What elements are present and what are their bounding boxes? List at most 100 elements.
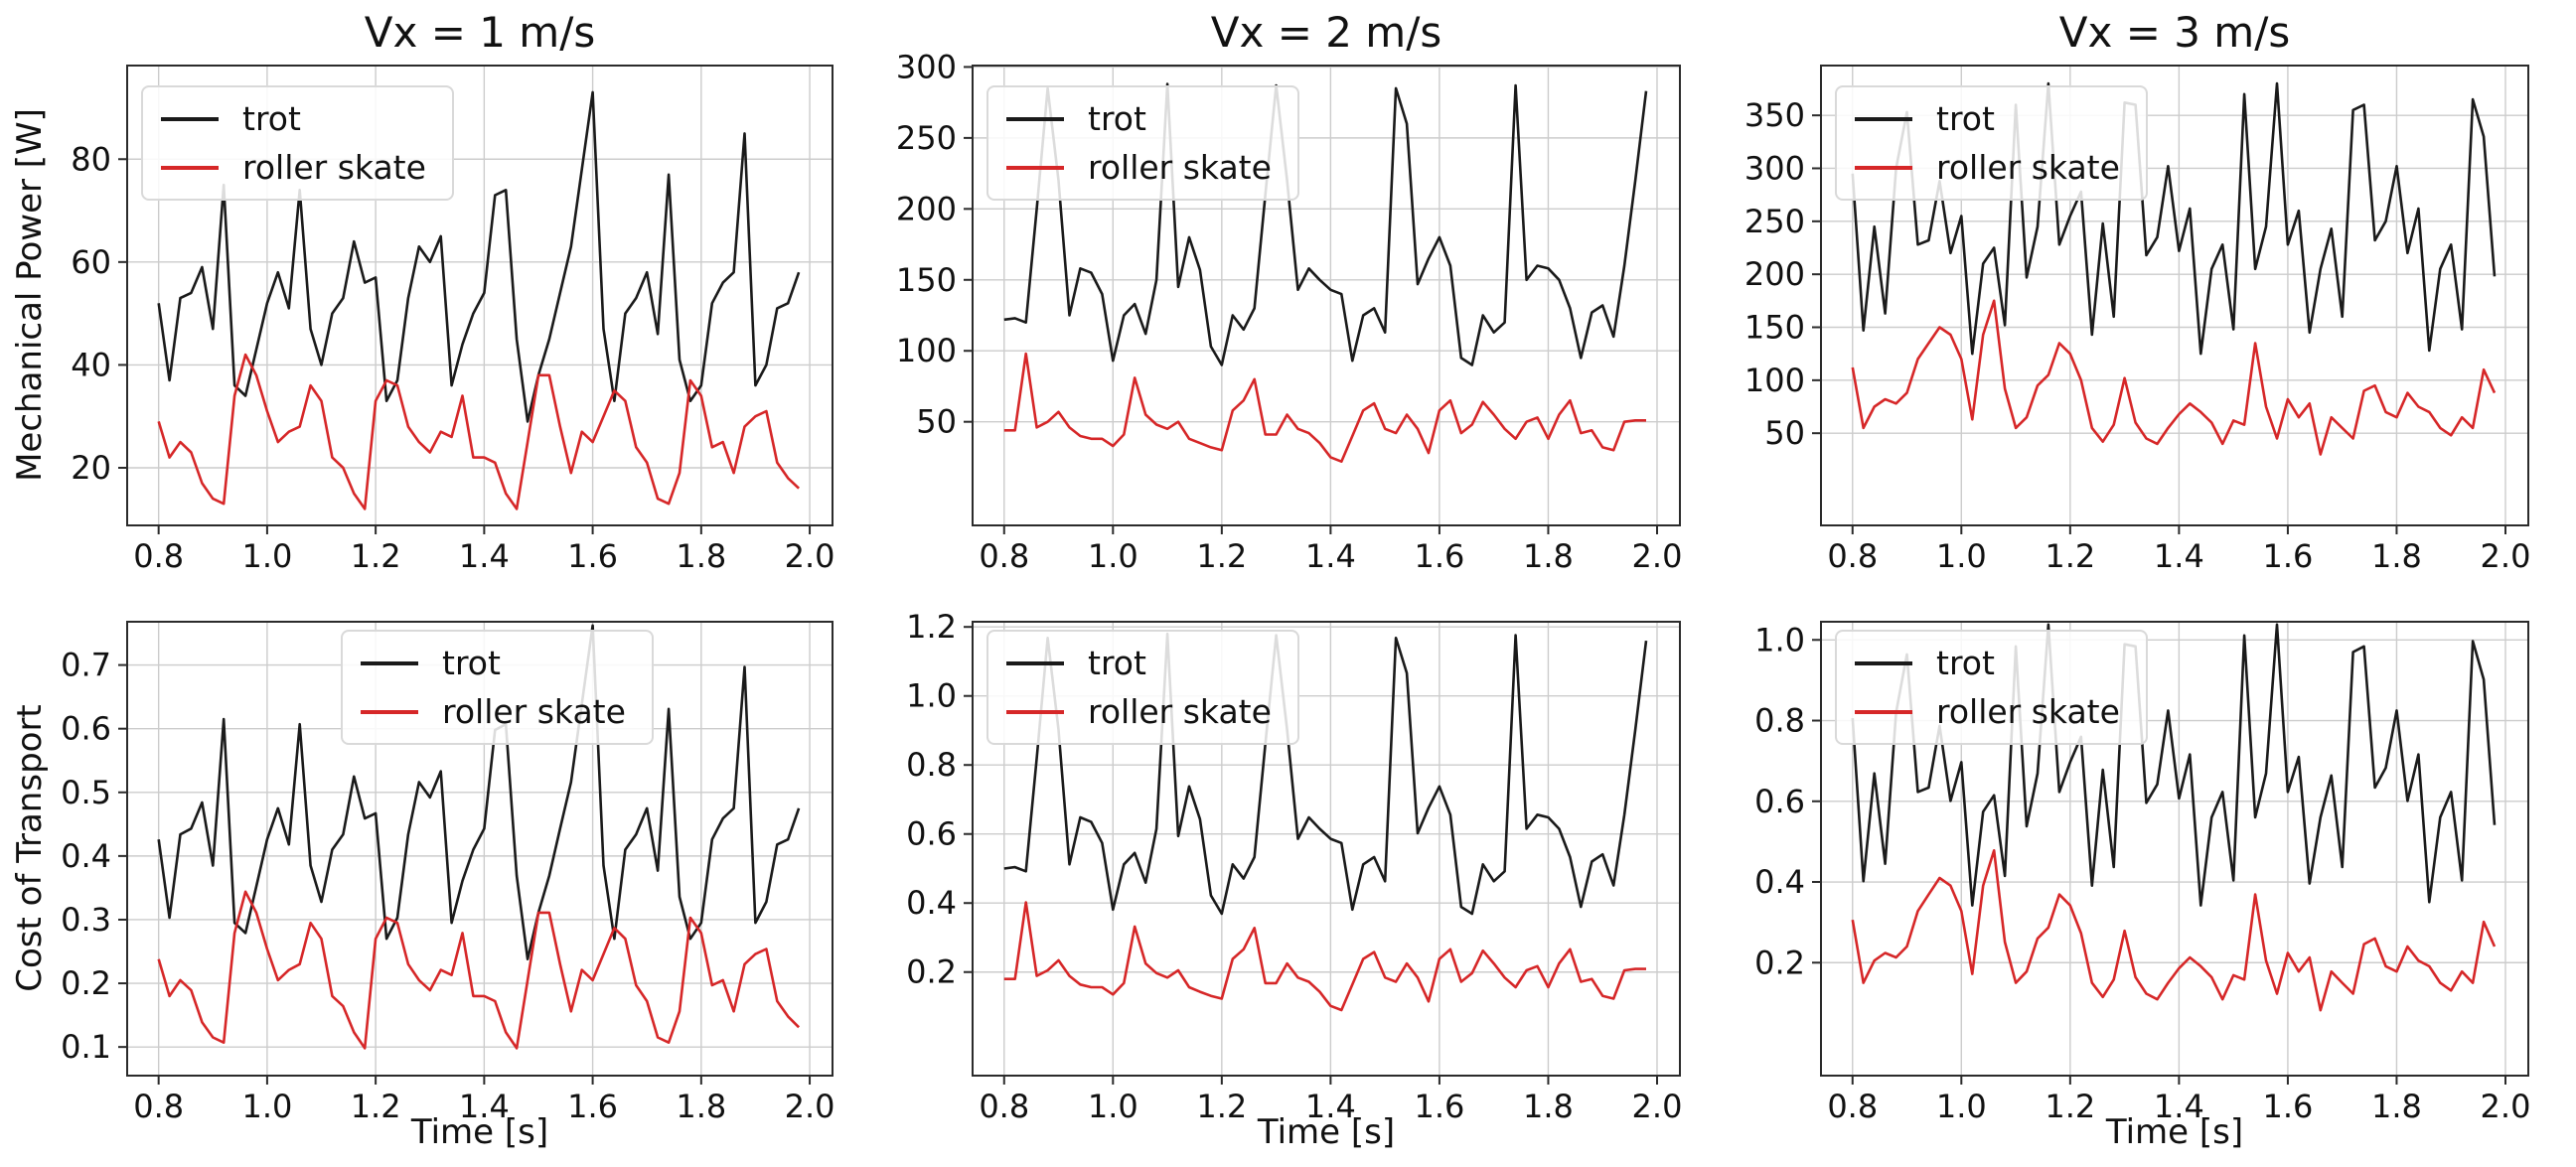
x-tick-label: 2.0 [1632,537,1683,575]
x-tick-label: 2.0 [2481,1088,2531,1125]
x-tick-label: 2.0 [785,537,835,575]
x-tick-label: 0.8 [1827,537,1878,575]
y-tick-label: 0.4 [61,837,111,875]
y-tick-label: 300 [1744,149,1805,187]
legend-label-roller-skate: roller skate [1936,148,2120,187]
y-tick-label: 100 [1744,362,1805,399]
y-tick-label: 50 [916,403,957,441]
legend-entry-roller-skate: roller skate [1006,692,1272,731]
x-tick-label: 2.0 [2481,537,2531,575]
x-tick-label: 2.0 [1632,1088,1683,1125]
y-tick-label: 0.4 [1754,863,1805,901]
y-tick-label: 250 [896,119,957,157]
y-tick-label: 150 [1744,309,1805,347]
y-tick-label: 0.5 [61,774,111,811]
legend-entry-trot: trot [1855,99,2120,138]
x-tick-label: 0.8 [133,537,184,575]
legend-entry-trot: trot [1006,644,1272,682]
series-line-trot [157,624,801,961]
y-tick-label: 40 [71,346,111,383]
x-tick-label: 1.4 [2154,1088,2204,1125]
x-tick-label: 1.4 [1305,537,1356,575]
axes-frame [1820,65,2529,526]
chart-vx3-power: 0.8 1.0 1.2 1.4 1.6 1.8 2.0 50 100 150 200 250 300 35… [1744,65,2531,575]
y-tick-label: 50 [1764,414,1805,452]
series-line-roller-skate [1851,299,2497,456]
y-tick-label: 0.2 [1754,944,1805,981]
y-tick-label: 100 [896,332,957,369]
x-axis-label-time-1: Time [s] [410,1112,549,1152]
x-tick-label: 1.8 [676,1088,726,1125]
legend-label-roller-skate: roller skate [242,148,426,187]
subplot-title-vx3: Vx = 3 m/s [2058,8,2291,57]
trot-line-sample [161,116,219,121]
x-tick-label: 1.6 [567,537,618,575]
x-tick-label: 1.0 [1088,1088,1138,1125]
y-tick-label: 300 [896,48,957,85]
x-tick-label: 1.8 [1523,537,1574,575]
x-tick-label: 1.4 [1305,1088,1356,1125]
y-tick-label: 1.0 [1754,621,1805,658]
legend-label-trot: trot [242,99,301,138]
y-tick-label: 20 [71,449,111,487]
roller-skate-line-sample [1855,709,1912,714]
legend-label-trot: trot [1936,99,1995,138]
x-tick-label: 0.8 [1827,1088,1878,1125]
legend-label-roller-skate: roller skate [442,692,626,731]
roller-skate-line-sample [1855,165,1912,170]
legend-vx2-power: trot roller skate [986,85,1299,201]
subplot-title-vx2: Vx = 2 m/s [1210,8,1442,57]
x-tick-label: 1.4 [459,537,510,575]
legend-label-roller-skate: roller skate [1936,692,2120,731]
x-tick-label: 1.6 [2262,537,2313,575]
legend-label-trot: trot [1088,644,1146,682]
y-tick-label: 0.2 [61,964,111,1002]
y-tick-label: 0.8 [1754,702,1805,740]
y-tick-label: 0.3 [61,901,111,939]
legend-label-roller-skate: roller skate [1088,148,1272,187]
legend-vx3-cot: trot roller skate [1835,630,2148,745]
y-tick-label: 0.4 [906,884,957,922]
x-tick-label: 1.4 [2154,537,2204,575]
x-tick-label: 1.8 [1523,1088,1574,1125]
x-tick-label: 1.6 [2262,1088,2313,1125]
trot-line-sample [361,660,418,665]
chart-vx2-cot: 0.8 1.0 1.2 1.4 1.6 1.8 2.0 0.2 0.4 0.6 0.8 1.0 1.2 [906,608,1682,1125]
legend-entry-roller-skate: roller skate [1855,692,2120,731]
axes-frame [126,621,833,1077]
x-tick-label: 1.4 [459,1088,510,1125]
legend-label-roller-skate: roller skate [1088,692,1272,731]
x-tick-label: 1.0 [241,537,292,575]
legend-entry-trot: trot [1855,644,2120,682]
y-tick-label: 80 [71,140,111,178]
legend-vx3-power: trot roller skate [1835,85,2148,201]
chart-vx2-power: 0.8 1.0 1.2 1.4 1.6 1.8 2.0 50 100 150 200 250 300 [896,48,1683,575]
legend-label-trot: trot [1088,99,1146,138]
series-line-trot [157,90,801,423]
x-tick-label: 1.2 [2045,1088,2095,1125]
x-tick-label: 1.0 [1936,1088,1987,1125]
y-tick-label: 0.6 [906,815,957,853]
x-tick-label: 1.6 [567,1088,618,1125]
x-tick-label: 1.2 [351,1088,401,1125]
trot-line-sample [1006,116,1064,121]
y-tick-label: 150 [896,261,957,299]
x-tick-label: 1.6 [1414,1088,1464,1125]
x-tick-label: 1.8 [676,537,726,575]
x-tick-label: 0.8 [133,1088,184,1125]
legend-vx1-power: trot roller skate [141,85,454,201]
series-line-roller-skate [1003,901,1646,1012]
legend-label-trot: trot [442,644,501,682]
y-tick-label: 0.7 [61,647,111,684]
roller-skate-line-sample [1006,165,1064,170]
x-tick-label: 1.2 [1196,537,1247,575]
x-tick-label: 1.8 [2371,537,2422,575]
legend-vx1-cot: trot roller skate [341,630,654,745]
legend-entry-roller-skate: roller skate [361,692,626,731]
legend-entry-roller-skate: roller skate [1855,148,2120,187]
y-tick-label: 0.6 [61,710,111,748]
y-tick-label: 250 [1744,203,1805,240]
legend-entry-roller-skate: roller skate [1006,148,1272,187]
